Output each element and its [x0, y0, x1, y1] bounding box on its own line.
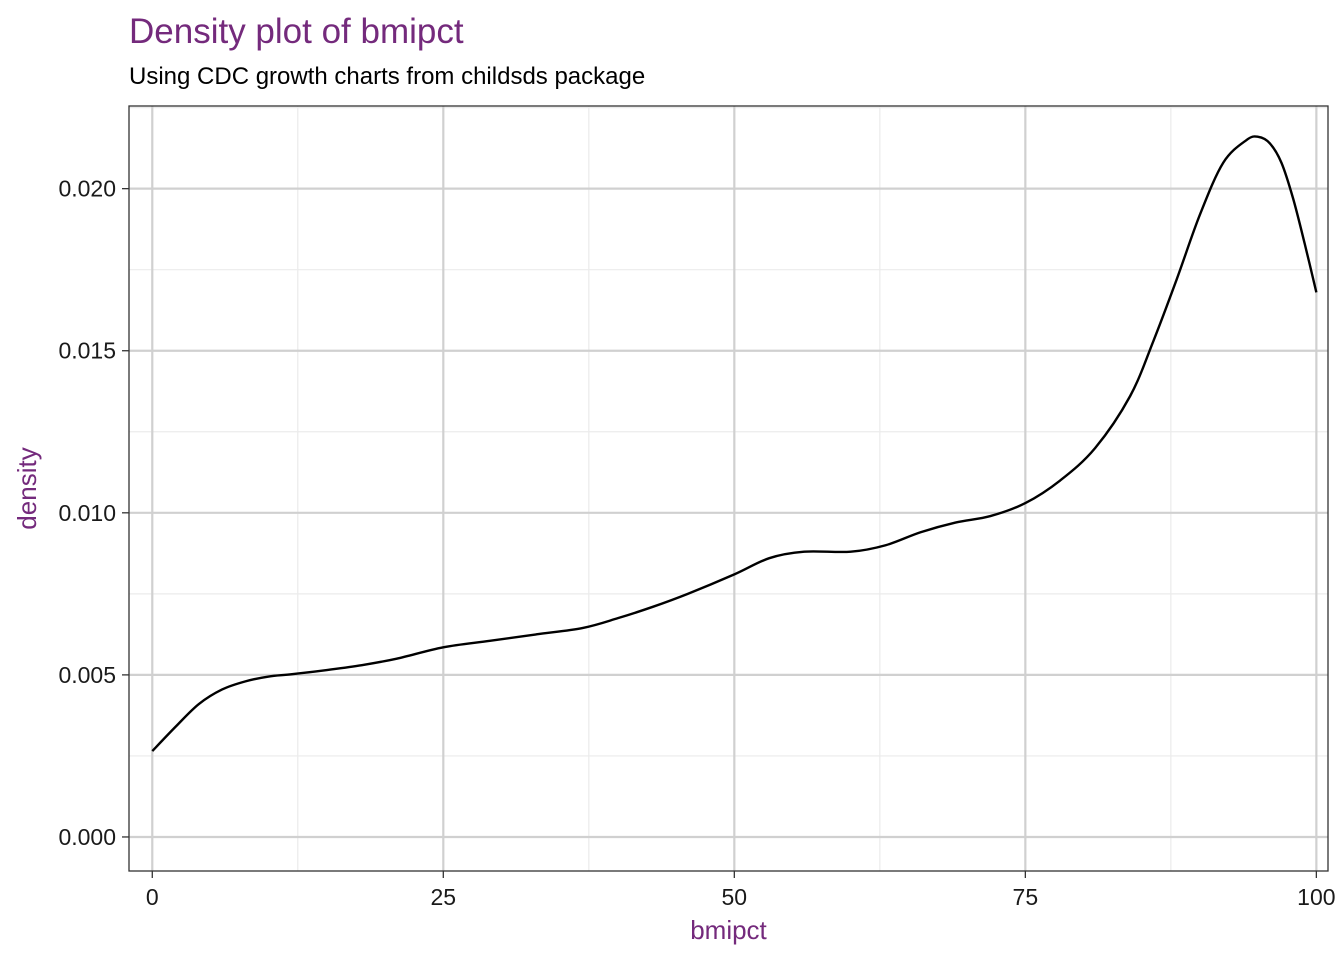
density-curve [151, 135, 1318, 752]
x-tick-label: 0 [146, 884, 159, 910]
minor-gridlines [129, 106, 1328, 871]
y-tick-label: 0.020 [58, 176, 116, 202]
y-tick-label: 0.005 [58, 662, 116, 688]
x-tick-label: 100 [1297, 884, 1335, 910]
x-axis-ticks: 0 25 50 75 100 [146, 871, 1336, 910]
y-tick-label: 0.000 [58, 824, 116, 850]
chart-title: Density plot of bmipct [129, 12, 464, 51]
chart-subtitle: Using CDC growth charts from childsds pa… [129, 63, 646, 90]
x-tick-label: 50 [722, 884, 748, 910]
y-tick-label: 0.015 [58, 338, 116, 364]
y-axis-ticks: 0.000 0.005 0.010 0.015 0.020 [58, 176, 129, 850]
x-tick-label: 25 [431, 884, 457, 910]
y-axis-title: density [12, 447, 42, 529]
plot-panel-border [128, 105, 1329, 872]
x-axis-title: bmipct [690, 915, 767, 945]
y-tick-label: 0.010 [58, 500, 116, 526]
x-tick-label: 75 [1013, 884, 1039, 910]
major-gridlines [129, 106, 1328, 871]
